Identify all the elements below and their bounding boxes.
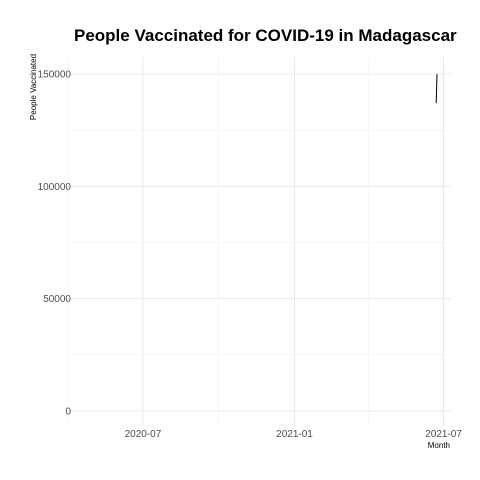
y-tick-label: 50000: [43, 294, 71, 305]
grid-lines: [67, 57, 451, 426]
y-tick-label: 0: [65, 407, 71, 418]
y-axis-title: People Vaccinated: [29, 54, 38, 120]
tick-labels: 0 50000 100000 150000 2020-07 2021-01 2021-07: [38, 70, 463, 441]
x-tick-label: 2021-01: [276, 429, 313, 440]
x-tick-label: 2020-07: [125, 429, 162, 440]
x-axis-title: Month: [428, 441, 450, 450]
series-line: [435, 73, 438, 104]
y-tick-label: 150000: [38, 70, 72, 81]
chart-title: People Vaccinated for COVID-19 in Madaga…: [74, 26, 457, 45]
series-lines: [435, 73, 438, 104]
y-tick-label: 100000: [38, 182, 72, 193]
x-tick-label: 2021-07: [425, 429, 462, 440]
